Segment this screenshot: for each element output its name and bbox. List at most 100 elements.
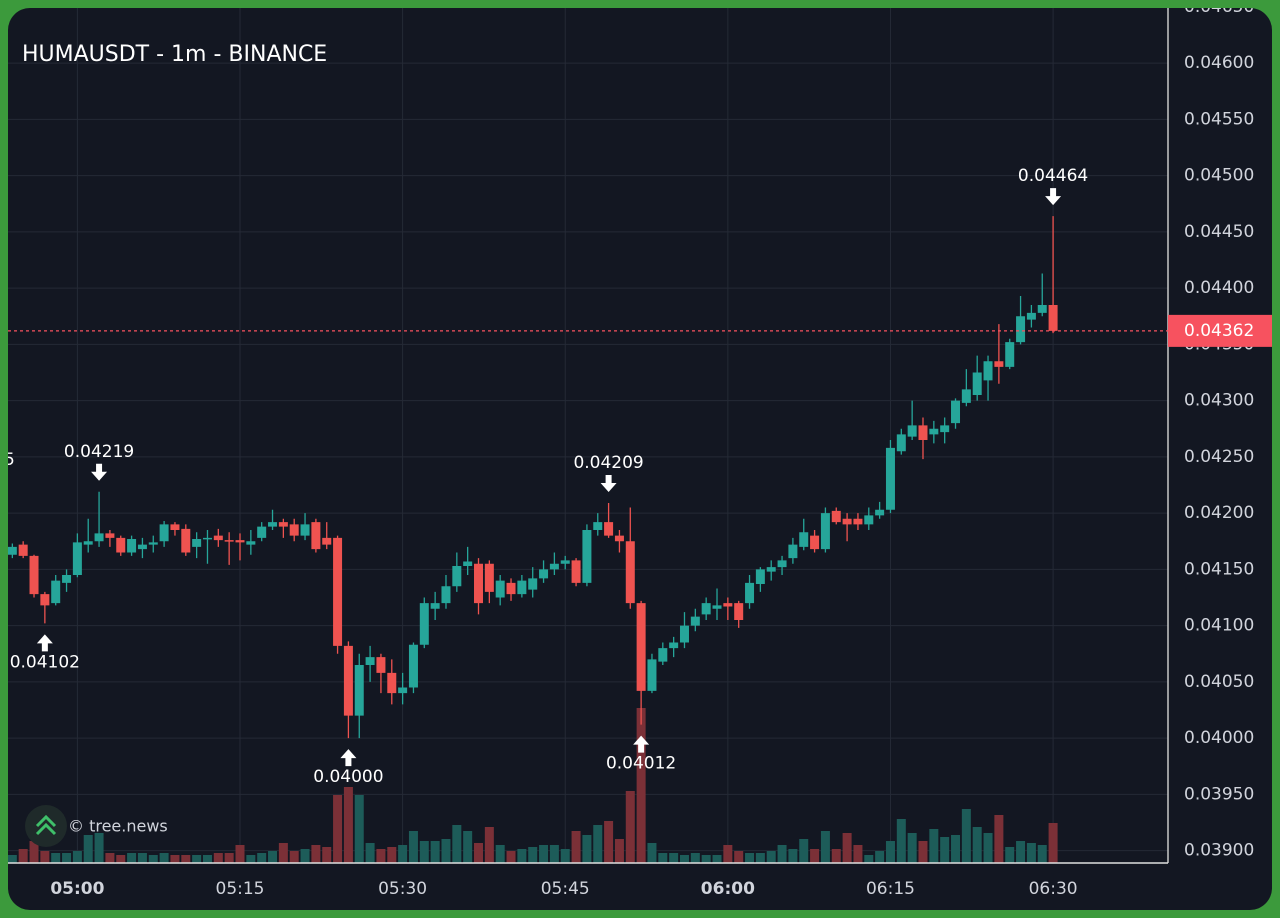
volume-bar (170, 855, 180, 863)
candle-body (72, 542, 82, 575)
candle-body (712, 605, 722, 609)
x-tick-label: 06:30 (1029, 879, 1078, 899)
candle-body (311, 522, 321, 550)
volume-bar (918, 841, 928, 863)
candle-body (484, 563, 494, 592)
last-price-label: 0.04362 (1184, 321, 1254, 341)
volume-bar (940, 837, 950, 863)
volume-bar (83, 835, 93, 863)
candle-body (278, 522, 288, 527)
volume-bar (365, 843, 375, 863)
x-tick-label: 06:00 (701, 879, 755, 899)
x-tick-label: 05:45 (541, 879, 590, 899)
candle-body (560, 560, 570, 564)
volume-bar (701, 855, 711, 863)
candle-body (940, 425, 950, 433)
candle-body (105, 533, 115, 538)
candle-body (983, 361, 993, 381)
volume-bar (745, 853, 755, 863)
candle-body (213, 535, 223, 541)
candle-body (159, 524, 169, 542)
volume-bar (463, 831, 473, 863)
volume-bar (842, 833, 852, 863)
volume-bar (127, 853, 137, 863)
candle-body (636, 603, 646, 691)
annotation-arrow (633, 735, 650, 753)
annotation-label: 0.04000 (313, 767, 383, 787)
volume-bar (885, 841, 895, 863)
volume-bar (419, 841, 429, 863)
candle-body (116, 537, 126, 553)
candle-body (224, 540, 234, 542)
annotation-label: 0.04012 (606, 754, 676, 774)
candle-body (571, 560, 581, 583)
candle-body (701, 603, 711, 615)
volume-bar (398, 845, 408, 863)
volume-bar (105, 853, 115, 863)
candle-body (1016, 316, 1026, 343)
edge-label: 5 (8, 450, 15, 470)
volume-bar (560, 849, 570, 863)
candle-body (972, 372, 982, 395)
volume-bar (983, 833, 993, 863)
candle-body (343, 645, 353, 716)
y-tick-label: 0.04150 (1184, 559, 1254, 579)
candle-body (539, 569, 549, 579)
candle-body (235, 540, 245, 543)
candle-body (799, 532, 809, 547)
volume-bar (614, 839, 624, 863)
candle-body (148, 542, 158, 545)
candle-body (137, 544, 147, 550)
volume-bar (148, 855, 158, 863)
candle-body (647, 659, 657, 691)
volume-bar (62, 853, 72, 863)
candle-body (322, 537, 332, 545)
candle-body (398, 687, 408, 694)
volume-bar (430, 841, 440, 863)
volume-bar (951, 835, 961, 863)
candle-body (1026, 312, 1036, 320)
volume-bar (18, 849, 28, 863)
volume-bar (322, 847, 332, 863)
annotation-arrow (600, 475, 617, 492)
candle-body (907, 425, 917, 437)
volume-bar (723, 845, 733, 863)
candle-body (549, 563, 559, 570)
candle-body (604, 522, 614, 536)
candle-body (788, 544, 798, 559)
candle-body (1048, 305, 1058, 331)
candle-body (51, 580, 61, 604)
candle-body (734, 603, 744, 620)
candle-body (181, 528, 191, 553)
volume-bar (202, 855, 212, 863)
x-tick-label: 05:00 (50, 879, 104, 899)
candle-body (8, 546, 17, 555)
candle-body (333, 537, 343, 646)
volume-bar (159, 853, 169, 863)
candle-body (777, 560, 787, 568)
candle-body (452, 566, 462, 587)
y-tick-label: 0.03950 (1184, 784, 1254, 804)
candle-body (202, 537, 212, 540)
volume-bar (679, 855, 689, 863)
volume-bar (755, 853, 765, 863)
volume-bar (994, 815, 1004, 863)
y-tick-label: 0.04250 (1184, 447, 1254, 467)
candle-body (842, 518, 852, 525)
annotation-label: 0.04102 (10, 652, 80, 672)
volume-bar (1016, 841, 1026, 863)
y-tick-label: 0.04600 (1184, 53, 1254, 73)
candle-body (18, 544, 28, 556)
candle-body (679, 625, 689, 643)
candle-body (474, 563, 484, 604)
candle-body (94, 533, 104, 542)
x-tick-label: 06:15 (866, 879, 915, 899)
volume-bar (137, 853, 147, 863)
candle-body (29, 555, 39, 595)
volume-bar (278, 843, 288, 863)
volume-bar (1005, 847, 1015, 863)
chart: HUMAUSDT - 1m - BINANCE 0.03900 0.03950 0.… (8, 8, 1272, 899)
candle-body (40, 594, 50, 606)
candle-body (582, 530, 592, 583)
candle-body (408, 644, 418, 688)
